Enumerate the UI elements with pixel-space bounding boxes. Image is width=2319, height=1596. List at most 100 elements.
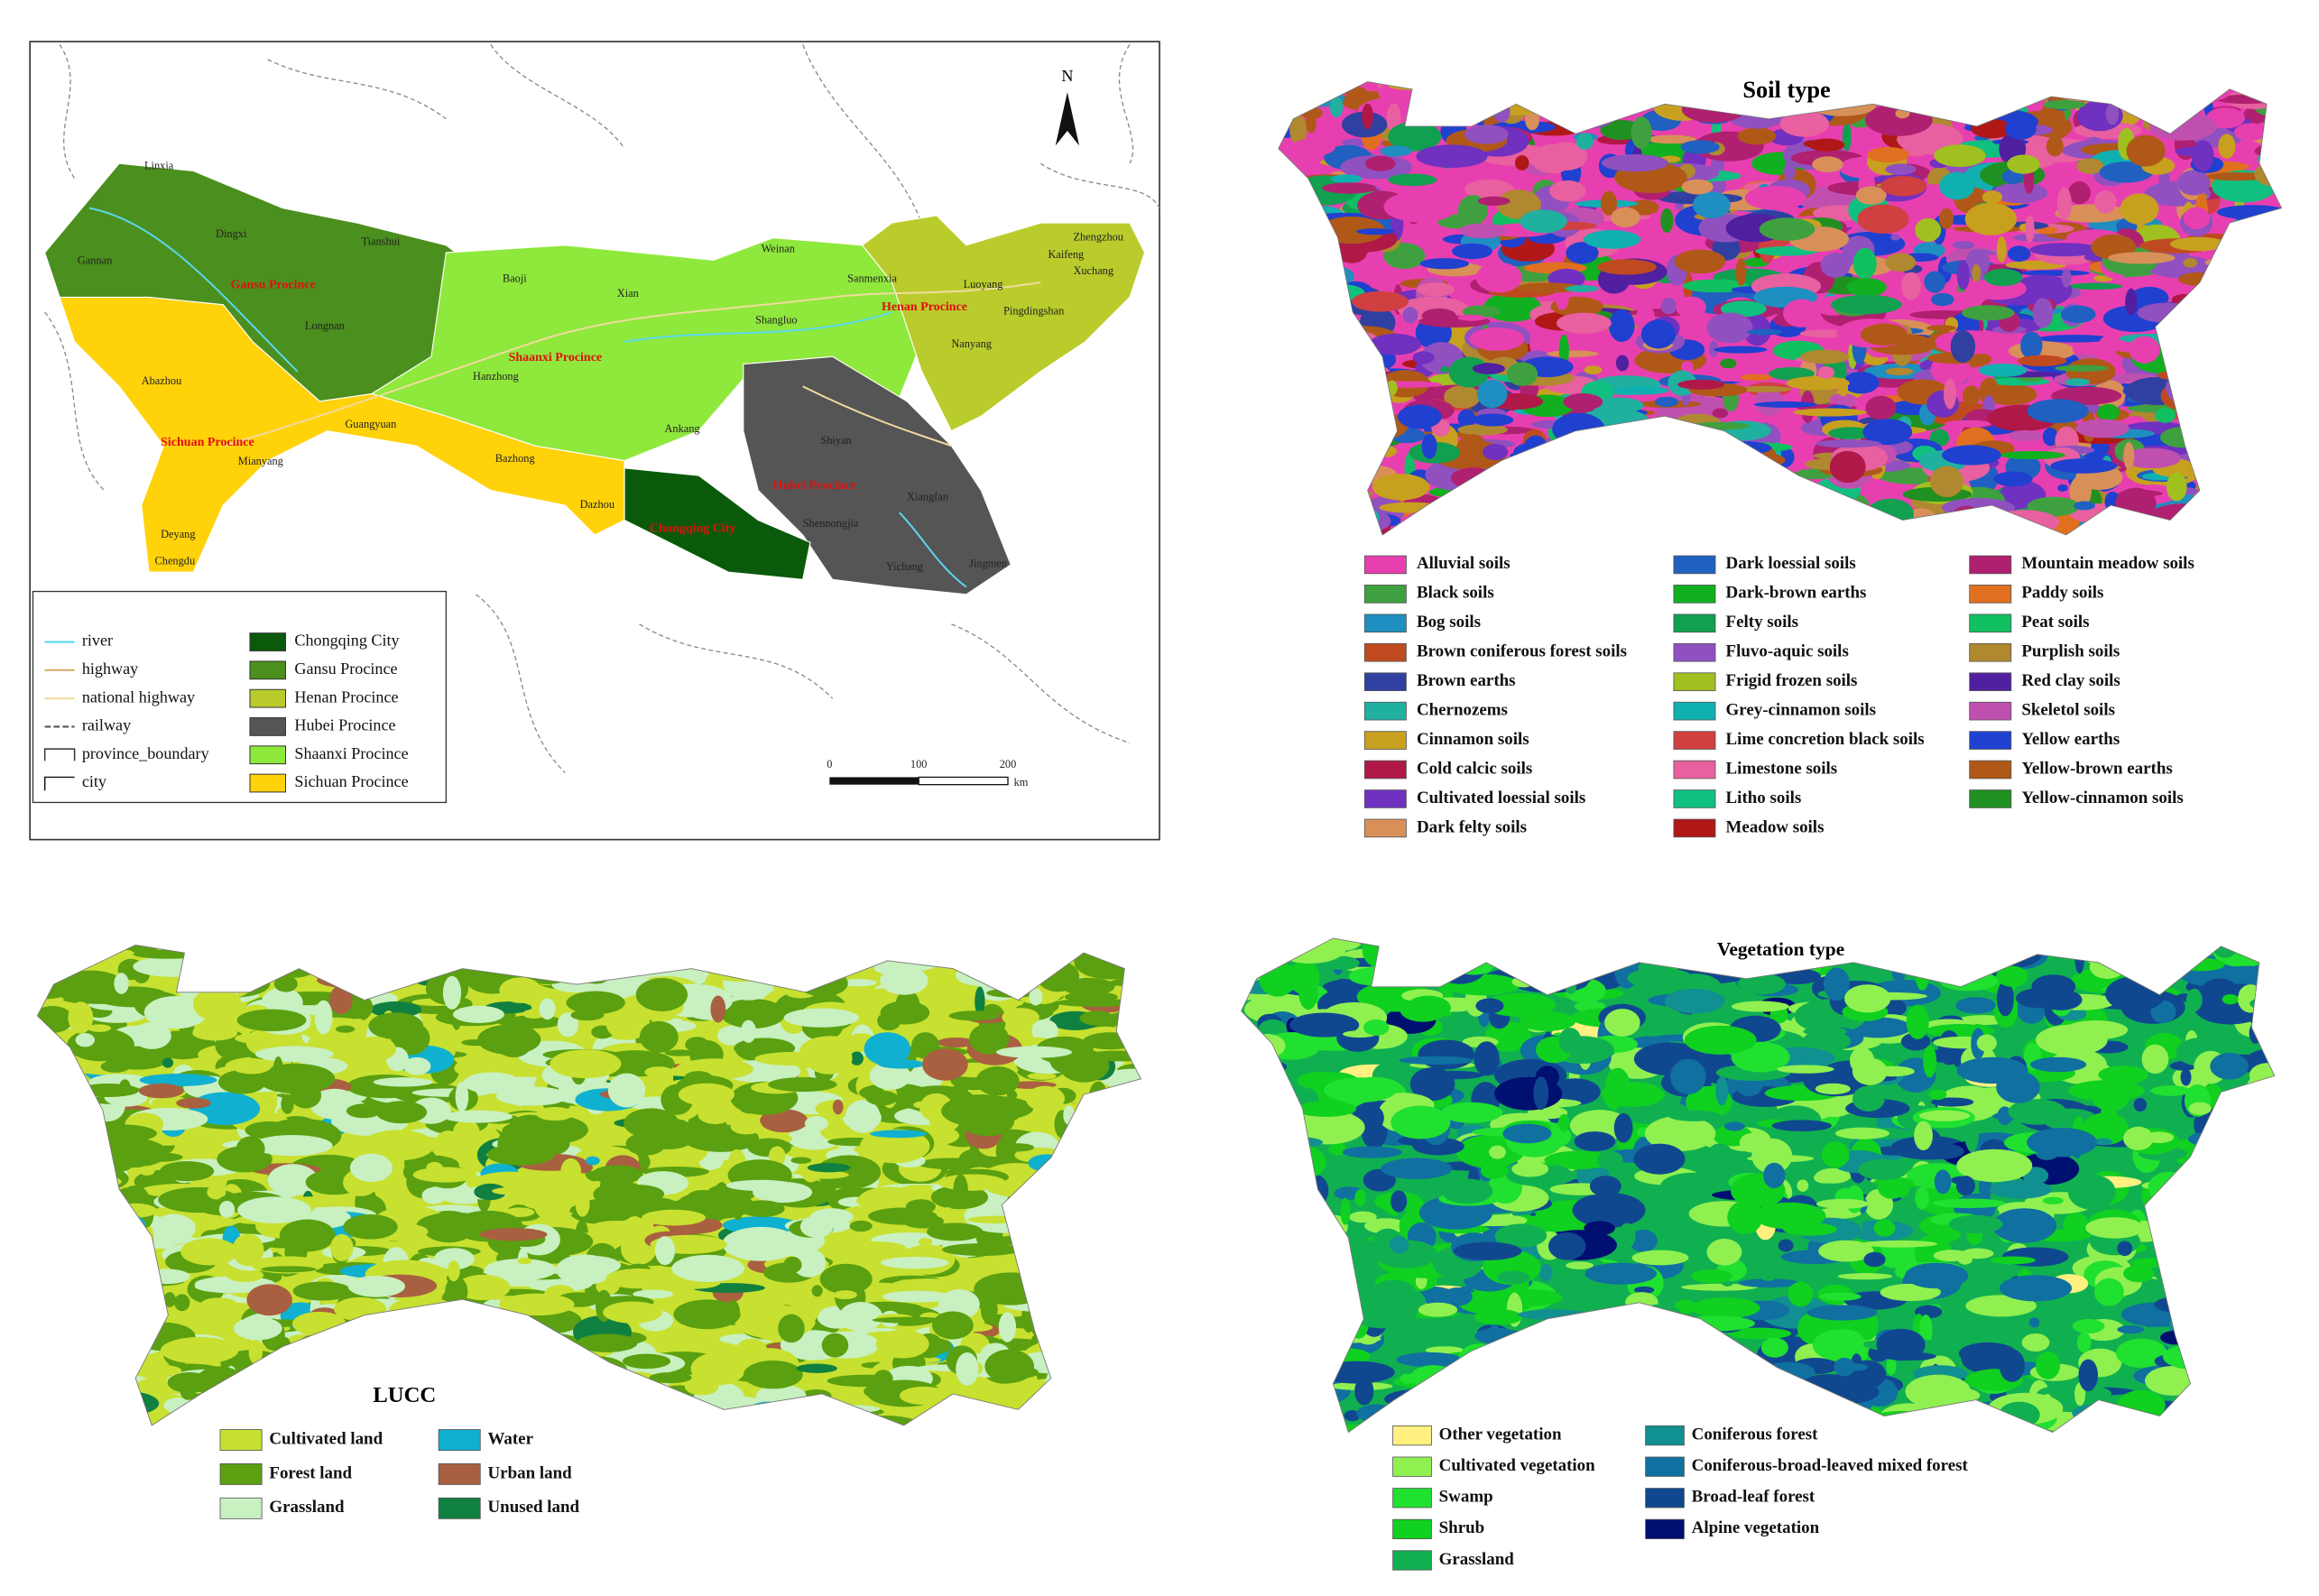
legend-swatch — [1392, 1488, 1432, 1508]
map-patch — [71, 1129, 89, 1138]
map-patch — [1278, 240, 1309, 268]
map-patch — [1437, 89, 1483, 106]
map-patch — [1299, 1174, 1329, 1207]
map-patch — [1016, 1245, 1092, 1270]
map-patch — [2253, 344, 2282, 372]
legend-swatch — [1673, 818, 1716, 838]
map-patch — [1302, 1428, 1371, 1433]
city-label: Chengdu — [155, 554, 196, 567]
map-patch — [1347, 1294, 1418, 1329]
map-patch — [791, 1248, 827, 1278]
map-patch — [1760, 1337, 1788, 1358]
map-patch — [927, 1222, 984, 1241]
legend-label: Dark loessial soils — [1726, 554, 1856, 573]
map-patch — [1323, 1077, 1397, 1103]
map-patch — [1089, 1248, 1126, 1272]
map-patch — [37, 1310, 90, 1329]
map-patch — [1119, 1195, 1141, 1204]
map-patch — [1427, 1407, 1440, 1416]
map-patch — [486, 1143, 555, 1166]
map-patch — [88, 927, 140, 934]
map-patch — [63, 1192, 110, 1223]
map-patch — [1101, 1068, 1141, 1090]
map-patch — [1289, 1126, 1301, 1162]
legend-label: national highway — [82, 687, 195, 706]
map-patch — [652, 908, 696, 937]
map-patch — [37, 945, 69, 964]
map-patch — [2263, 143, 2282, 164]
map-patch — [740, 1019, 756, 1043]
legend-swatch — [1363, 731, 1407, 750]
legend-label: Grey-cinnamon soils — [1726, 700, 1876, 719]
legend-label: river — [82, 632, 113, 650]
map-patch — [2183, 207, 2210, 230]
map-patch — [491, 1187, 531, 1195]
map-patch — [974, 951, 999, 980]
map-patch — [1736, 485, 1757, 515]
map-patch — [1049, 1318, 1109, 1332]
map-patch — [1938, 208, 1954, 229]
map-patch — [1942, 445, 2001, 466]
map-patch — [1888, 83, 1921, 102]
map-patch — [577, 1333, 638, 1352]
map-patch — [1442, 1385, 1501, 1408]
map-patch — [1604, 1009, 1640, 1037]
province-area — [861, 215, 1146, 432]
legend-label: Black soils — [1417, 584, 1494, 603]
map-patch — [1517, 940, 1593, 966]
map-patch — [670, 945, 716, 967]
map-patch — [995, 1427, 1017, 1440]
map-patch — [1025, 1085, 1066, 1112]
map-patch — [2086, 1442, 2117, 1448]
map-patch — [424, 1330, 440, 1358]
map-patch — [1280, 519, 1309, 535]
map-patch — [217, 948, 257, 961]
map-patch — [1631, 116, 1652, 150]
map-patch — [232, 1233, 264, 1267]
map-patch — [1032, 1398, 1051, 1407]
map-patch — [2193, 447, 2231, 470]
map-patch — [2257, 497, 2282, 526]
map-patch — [1649, 1333, 1693, 1364]
map-patch — [1939, 171, 1975, 200]
map-patch — [1047, 1235, 1092, 1248]
map-patch — [1729, 108, 1783, 129]
map-patch — [1721, 532, 1755, 535]
map-patch — [405, 923, 453, 938]
map-patch — [1301, 1287, 1332, 1317]
map-patch — [206, 945, 285, 958]
legend-swatch — [1363, 760, 1407, 780]
map-patch — [663, 920, 696, 943]
map-patch — [1474, 1327, 1519, 1344]
map-patch — [2007, 154, 2040, 174]
map-patch — [1574, 486, 1627, 520]
map-patch — [348, 973, 370, 983]
map-patch — [1278, 381, 1339, 392]
map-patch — [2078, 1359, 2099, 1392]
map-patch — [195, 1366, 245, 1399]
legend-swatch — [1363, 613, 1407, 633]
map-patch — [1834, 1127, 1889, 1139]
legend-swatch — [1363, 585, 1407, 604]
map-patch — [1258, 1370, 1270, 1398]
map-patch — [1934, 144, 1986, 168]
map-patch — [1055, 998, 1136, 1007]
map-patch — [2150, 1085, 2191, 1096]
legend-label: Alluvial soils — [1417, 554, 1511, 573]
scale-tick: 0 — [827, 758, 832, 770]
map-patch — [1037, 1415, 1103, 1425]
map-patch — [1372, 381, 1443, 388]
map-patch — [39, 1339, 81, 1370]
map-patch — [1720, 358, 1737, 369]
map-patch — [453, 1005, 504, 1023]
map-patch — [1840, 1429, 1890, 1433]
map-patch — [2027, 1128, 2097, 1158]
map-patch — [649, 1372, 692, 1384]
map-patch — [2264, 961, 2275, 990]
map-patch — [1263, 937, 1278, 947]
legend-label: Yellow earths — [2021, 730, 2120, 749]
map-patch — [2108, 252, 2176, 264]
map-patch — [699, 934, 767, 941]
map-patch — [1396, 1352, 1463, 1368]
map-patch — [1583, 230, 1641, 249]
